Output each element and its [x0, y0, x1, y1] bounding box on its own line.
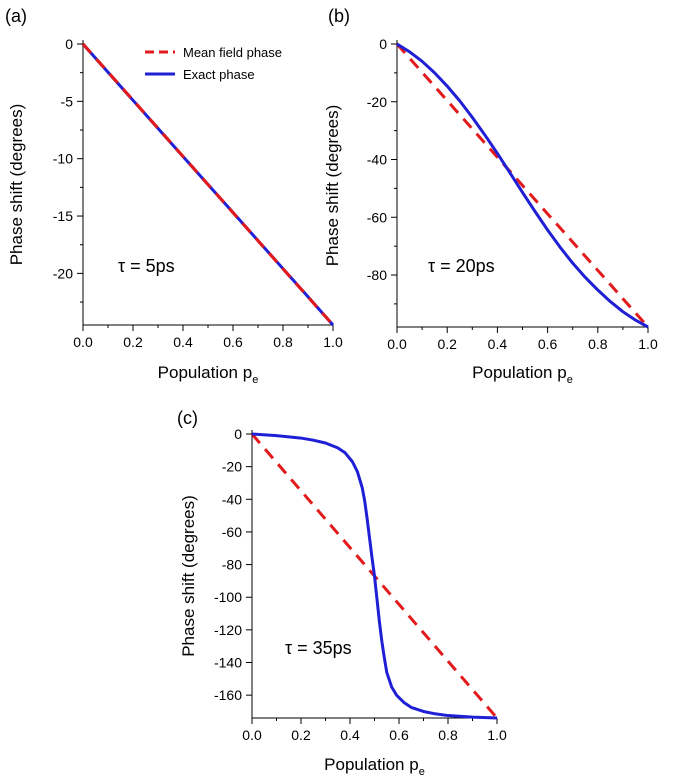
chart-panel-1: (a) 0 -5 -10 -15 -20 0.0 0.2 0.4 0.6 0.8 1.0 Populat… [5, 6, 343, 386]
y-tick-label: -10 [53, 151, 73, 167]
y-axis-title: Phase shift (degrees) [7, 104, 26, 266]
x-axis-title-subscript: e [419, 766, 425, 778]
y-tick-label: -160 [214, 687, 242, 703]
y-tick-label: 0 [234, 426, 242, 442]
y-axis-title: Phase shift (degrees) [323, 105, 342, 267]
legend-label: Mean field phase [183, 45, 282, 60]
legend: Mean field phase Exact phase [145, 45, 282, 82]
x-tick-label: 0.6 [538, 336, 558, 352]
y-tick-label: 0 [379, 36, 387, 52]
y-tick-label: -20 [367, 94, 387, 110]
y-tick-label: -60 [367, 209, 387, 225]
x-tick-label: 1.0 [638, 336, 658, 352]
panel-label: (c) [177, 408, 198, 428]
x-tick-label: 0.2 [123, 334, 143, 350]
tau-annotation: τ = 35ps [285, 638, 352, 658]
x-axis-title-subscript: e [567, 374, 573, 386]
x-tick-label: 0.0 [73, 334, 93, 350]
chart-panel-3: (c) 0 -20 -40 -60 -80 -100 -120 -140 -160 0.0 0.2 0.… [177, 408, 507, 778]
panel-label: (b) [328, 6, 350, 26]
x-tick-label: 0.8 [588, 336, 608, 352]
y-tick-label: -5 [61, 93, 74, 109]
y-tick-label: -60 [222, 524, 242, 540]
y-tick-label: -20 [53, 265, 73, 281]
x-tick-label: 0.8 [273, 334, 293, 350]
x-tick-label: 0.6 [389, 727, 409, 743]
y-tick-label: -80 [222, 557, 242, 573]
x-axis-title: Population pe [324, 755, 425, 778]
y-tick-label: -100 [214, 589, 242, 605]
chart-panel-2: (b) 0 -20 -40 -60 -80 0.0 0.2 0.4 0.6 0.8 1.0 Popula… [323, 6, 658, 386]
x-tick-label: 0.4 [340, 727, 360, 743]
tau-annotation: τ = 20ps [428, 256, 495, 276]
x-axis-title-text: Population p [158, 363, 253, 382]
y-tick-label: 0 [65, 36, 73, 52]
x-axis-title: Population pe [158, 363, 259, 386]
x-axis-title-subscript: e [252, 374, 258, 386]
x-axis-title: Population pe [472, 363, 573, 386]
y-tick-label: -40 [367, 152, 387, 168]
legend-label: Exact phase [183, 67, 255, 82]
x-tick-label: 0.4 [488, 336, 508, 352]
y-tick-label: -20 [222, 459, 242, 475]
y-axis-title: Phase shift (degrees) [179, 495, 198, 657]
exact-phase-line [251, 432, 498, 720]
x-tick-label: 1.0 [323, 334, 343, 350]
exact-phase-line [396, 42, 649, 329]
x-tick-label: 0.8 [438, 727, 458, 743]
x-tick-label: 0.2 [437, 336, 457, 352]
x-tick-label: 1.0 [487, 727, 507, 743]
y-tick-label: -80 [367, 267, 387, 283]
x-tick-label: 0.6 [223, 334, 243, 350]
x-axis-title-text: Population p [324, 755, 419, 774]
y-tick-label: -40 [222, 491, 242, 507]
panel-label: (a) [5, 6, 27, 26]
x-tick-label: 0.2 [291, 727, 311, 743]
y-tick-label: -120 [214, 622, 242, 638]
mean-field-phase-line [395, 43, 650, 328]
tau-annotation: τ = 5ps [118, 256, 175, 276]
mean-field-phase-line-overlay [81, 43, 335, 326]
y-tick-label: -140 [214, 655, 242, 671]
x-tick-label: 0.0 [387, 336, 407, 352]
x-axis-title-text: Population p [472, 363, 567, 382]
x-tick-label: 0.0 [242, 727, 262, 743]
x-tick-label: 0.4 [173, 334, 193, 350]
y-tick-label: -15 [53, 208, 73, 224]
